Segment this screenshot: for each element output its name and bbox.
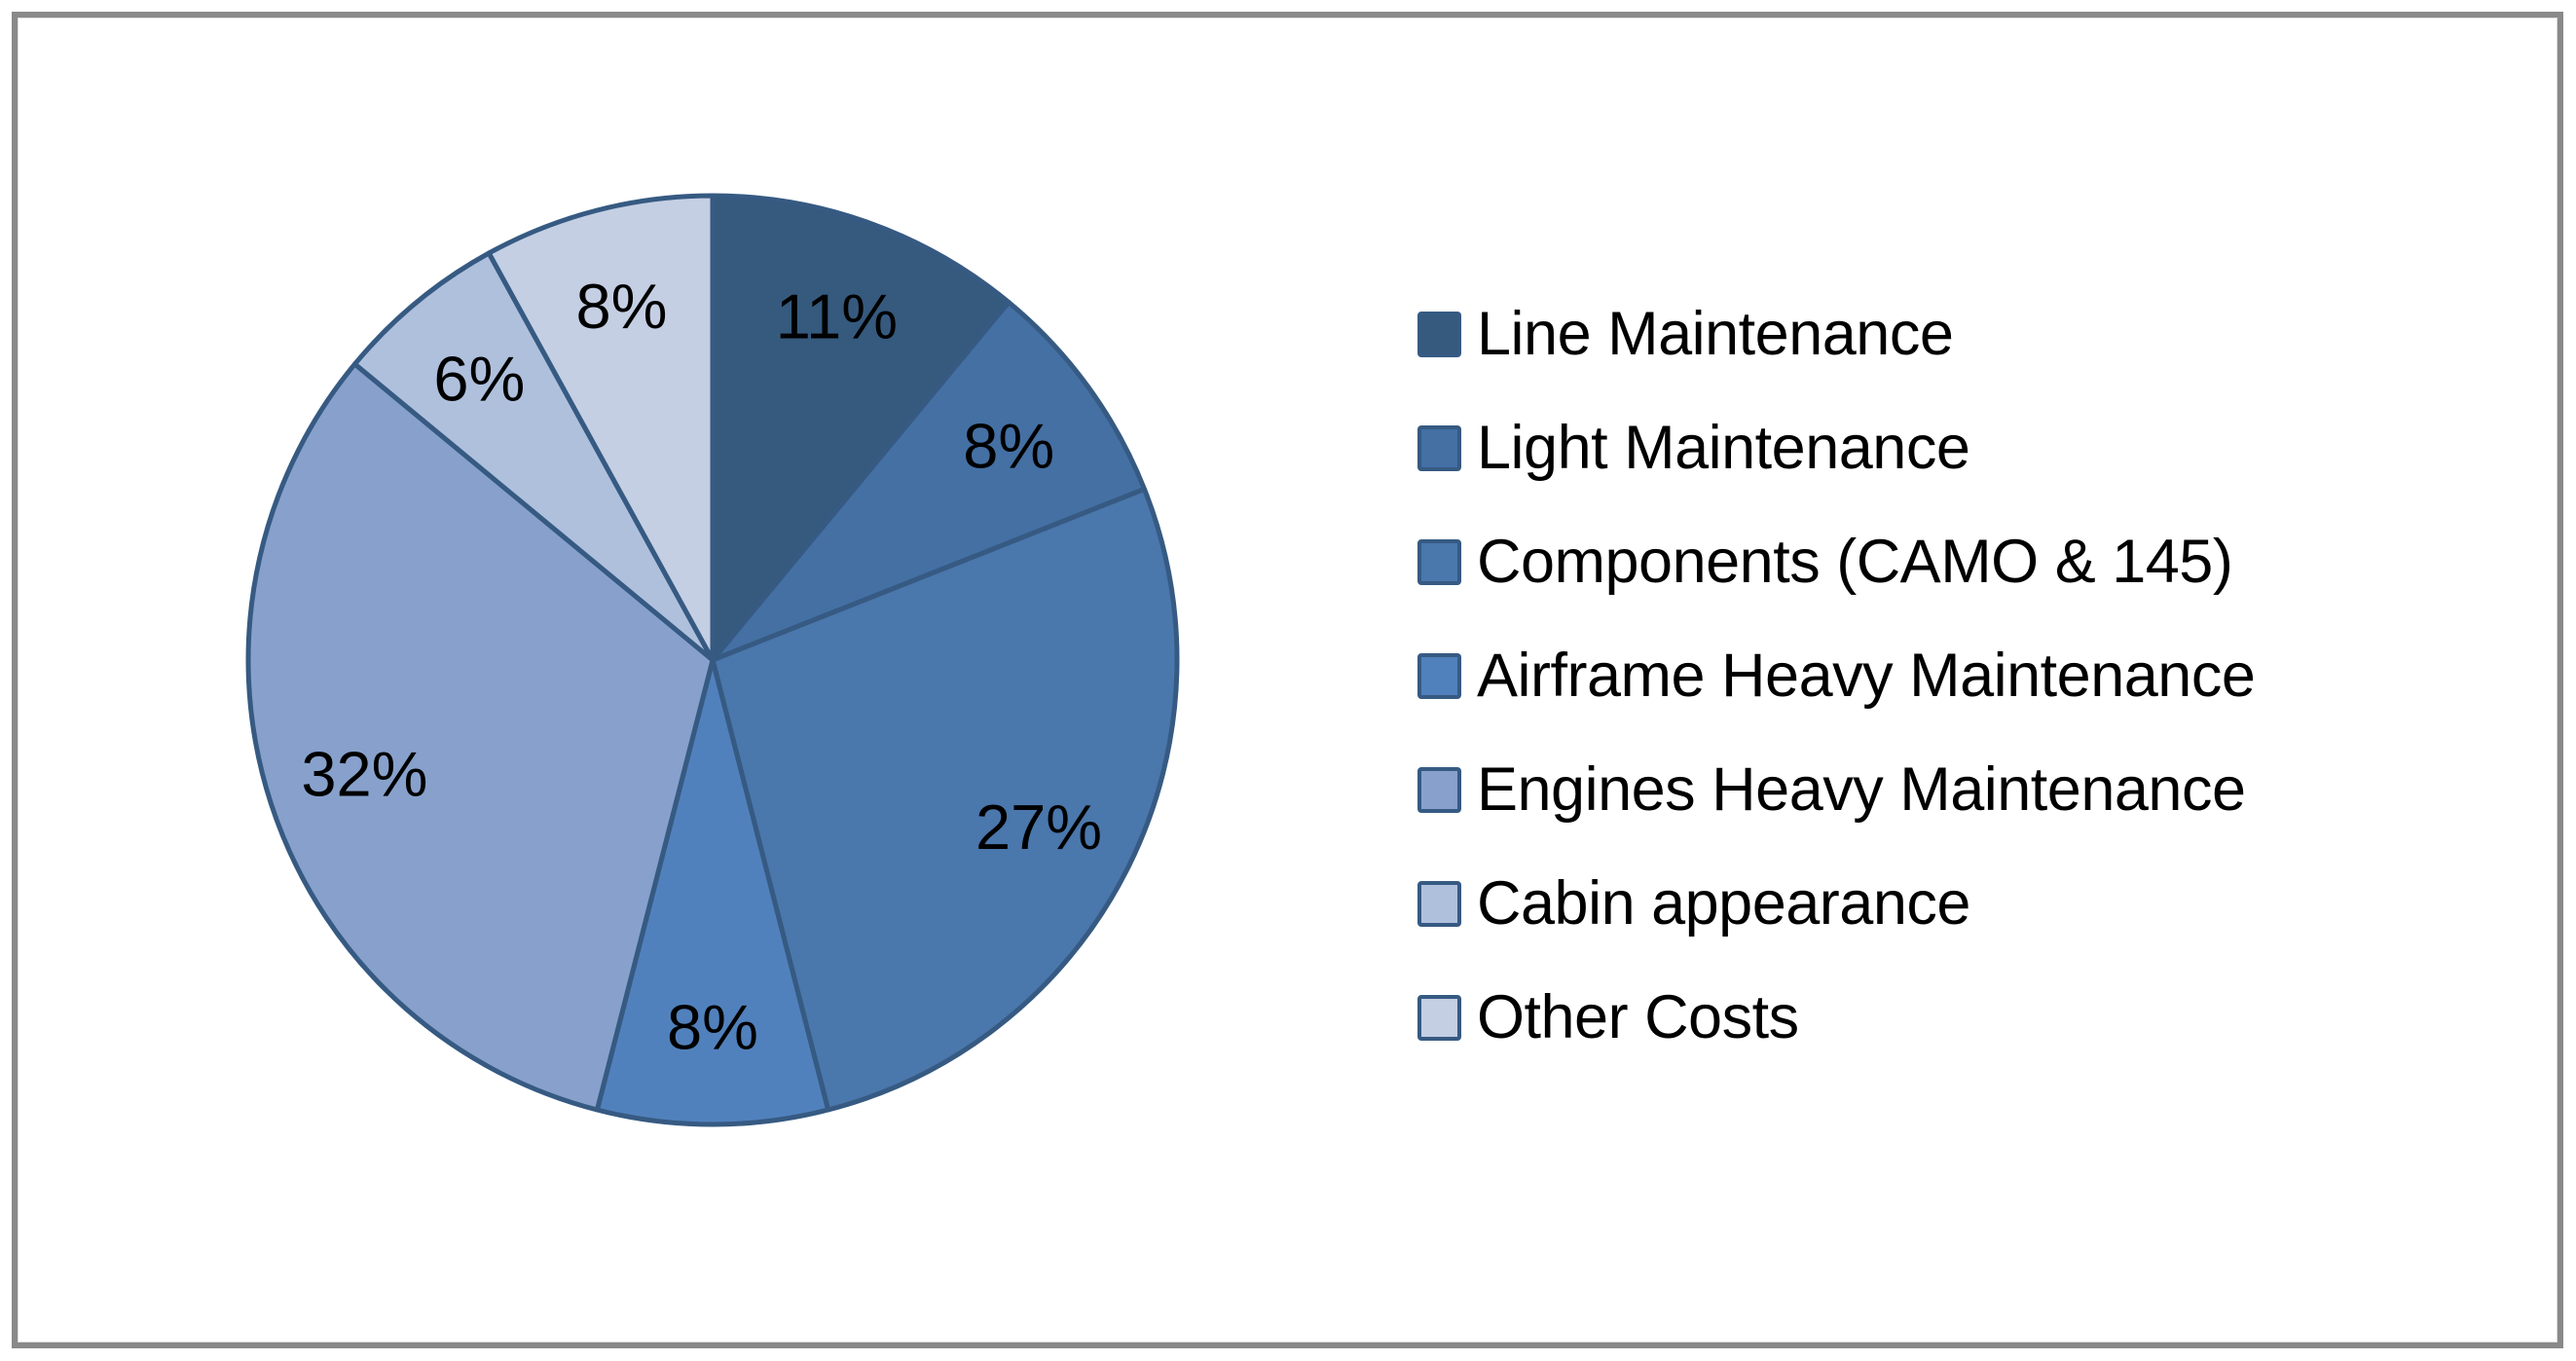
legend-item: Airframe Heavy Maintenance [1417,645,2256,707]
legend-item: Line Maintenance [1417,304,2255,365]
legend-item: Components (CAMO & 145) [1417,532,2255,593]
legend-color-swatch [1417,767,1461,813]
legend-color-swatch [1417,312,1461,357]
legend-item-label: Cabin appearance [1477,869,1970,938]
legend-color-swatch [1417,653,1461,699]
slice-data-label: 32% [301,739,427,810]
legend-color-swatch [1417,539,1461,585]
slice-data-label: 27% [975,791,1102,863]
pie-slice-light-maintenance [710,299,1147,663]
pie-slice-other-costs [486,193,716,663]
pie-slice-airframe-heavy-maintenance [594,657,831,1127]
slice-data-label: 8% [576,271,668,342]
slice-data-label: 8% [963,410,1054,481]
legend-color-swatch [1417,881,1461,927]
legend-item: Light Maintenance [1417,418,2255,479]
legend-color-swatch [1417,995,1461,1041]
slice-data-label: 11% [776,281,898,352]
pie-slice-engines-heavy-maintenance [245,361,716,1113]
legend-item-label: Components (CAMO & 145) [1477,528,2233,596]
legend-color-swatch [1417,425,1461,471]
legend-item-label: Airframe Heavy Maintenance [1477,642,2256,710]
pie-slice-cabin-appearance [351,250,716,663]
slice-data-label: 8% [667,991,758,1062]
legend-item-label: Engines Heavy Maintenance [1477,755,2246,824]
legend-item-label: Other Costs [1477,983,1799,1051]
legend-item: Cabin appearance [1417,873,2255,935]
pie-slice-components-camo-145 [710,486,1180,1113]
slice-data-label: 6% [433,344,525,415]
legend-item: Other Costs [1417,987,2255,1048]
legend-item-label: Light Maintenance [1477,414,1970,482]
legend-item-label: Line Maintenance [1477,300,1954,368]
pie-slice-line-maintenance [710,193,1012,663]
legend-item: Engines Heavy Maintenance [1417,759,2255,821]
chart-legend: Line Maintenance Light Maintenance Compone… [1417,304,2256,1048]
